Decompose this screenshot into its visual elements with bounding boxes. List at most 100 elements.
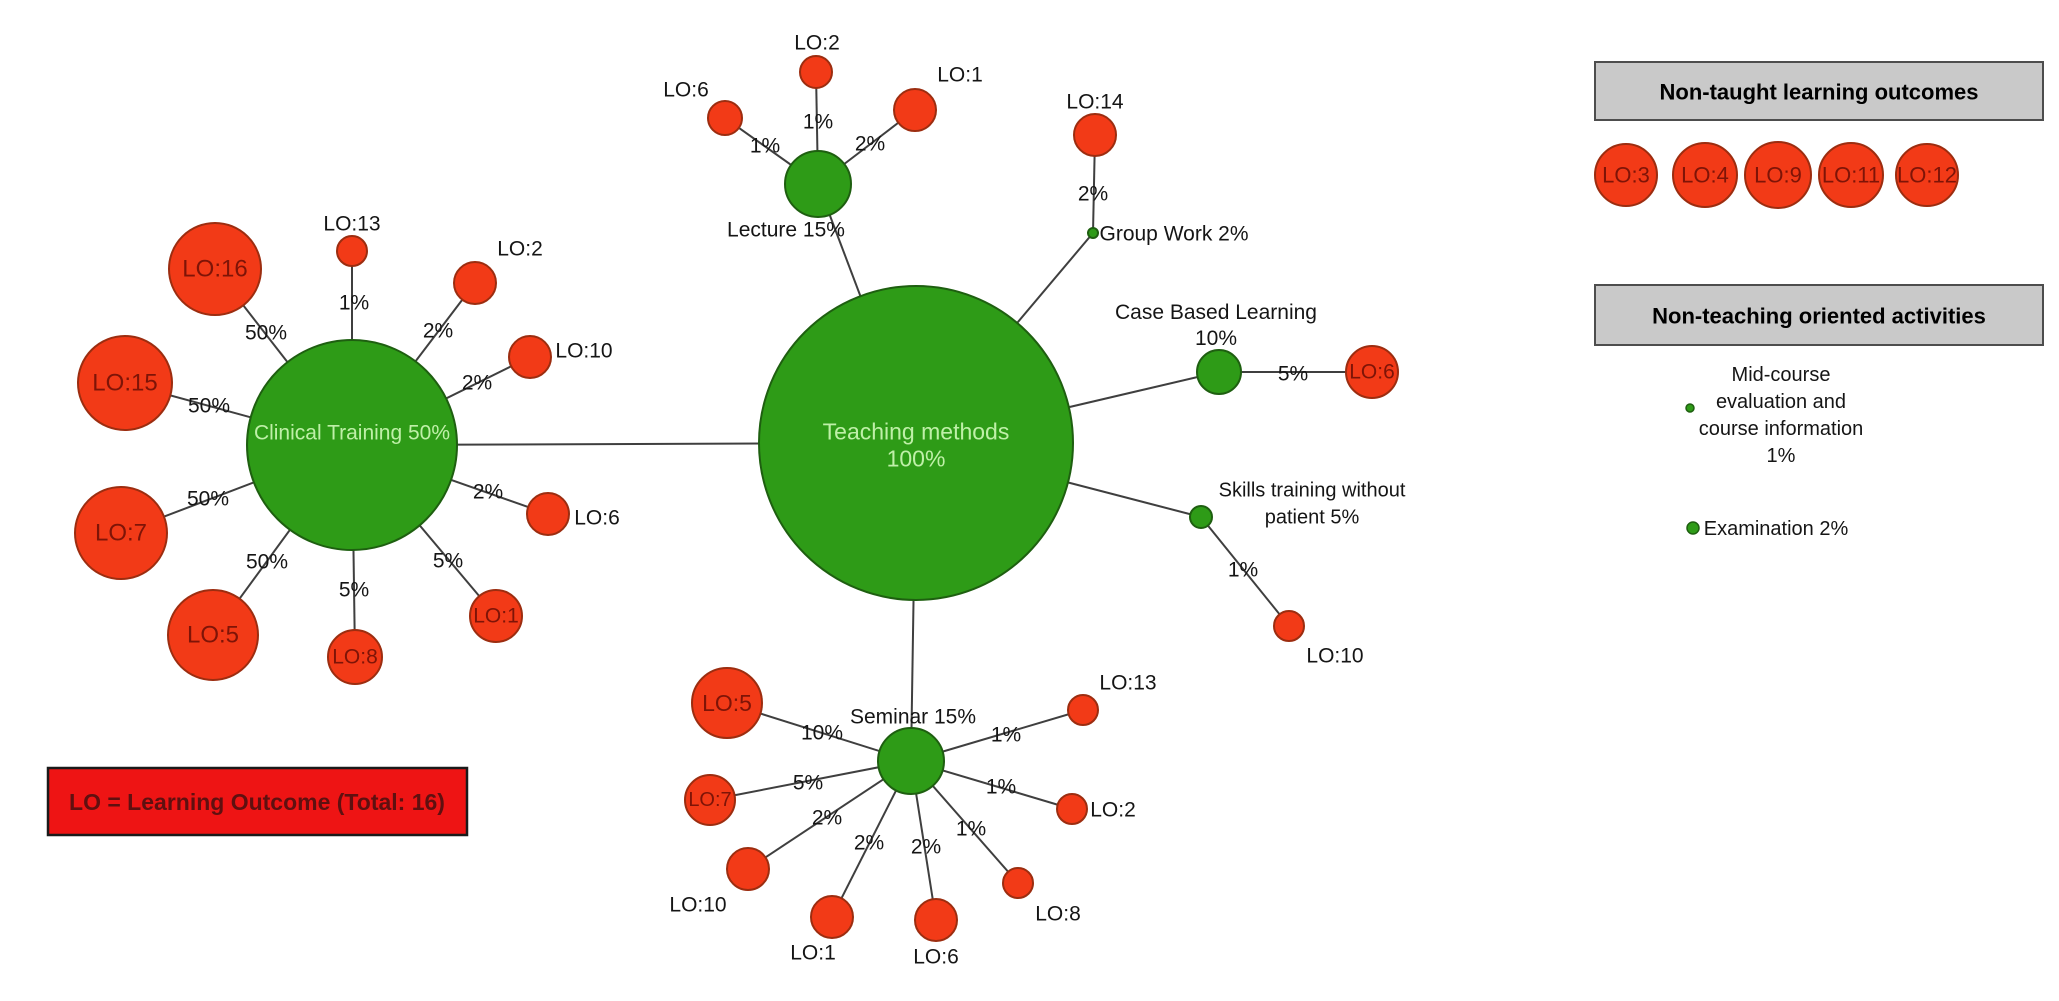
node-s10 (1273, 610, 1305, 642)
edge-label-seminar-m8: 1% (956, 818, 986, 841)
node-label-cbl: Case Based Learning 10% (1115, 301, 1317, 350)
node-label-line-skills-1: patient 5% (1265, 507, 1360, 529)
activity-text-line-0-1: evaluation and (1716, 391, 1846, 413)
node-label-l1: LO:1 (937, 64, 983, 87)
edge-label-cbl-cb6: 5% (1278, 363, 1308, 386)
node-label-seminar: Seminar 15% (850, 706, 976, 729)
edge-label-seminar-m6: 2% (911, 836, 941, 859)
node-c16 (168, 222, 262, 316)
activity-text-line-0-2: course information (1699, 418, 1864, 440)
node-m8 (1002, 867, 1034, 899)
legend-node-lo11 (1818, 142, 1884, 208)
edge-label-seminar-m7: 5% (793, 772, 823, 795)
legend-node-label-lo9: LO:9 (1754, 163, 1802, 188)
node-m1 (810, 895, 854, 939)
node-m5 (691, 667, 763, 739)
edge-label-lecture-l1: 2% (855, 133, 885, 156)
note-box-label: LO = Learning Outcome (Total: 16) (69, 789, 445, 815)
edge-label-gw-l14: 2% (1078, 183, 1108, 206)
legend-box-non-teaching (1594, 284, 2044, 346)
edge-label-ct-c2: 2% (423, 320, 453, 343)
node-m7 (684, 774, 736, 826)
node-label-c8: LO:8 (332, 646, 378, 669)
activity-dot-1 (1686, 521, 1700, 535)
edge-label-seminar-m1: 2% (854, 832, 884, 855)
node-label-c10: LO:10 (555, 340, 612, 363)
node-label-m6: LO:6 (913, 946, 959, 969)
node-label-cb6: LO:6 (1349, 361, 1395, 384)
node-label-l2: LO:2 (794, 32, 840, 55)
node-label-l6: LO:6 (663, 79, 709, 102)
node-label-l14: LO:14 (1066, 91, 1124, 114)
node-m10 (726, 847, 770, 891)
edge-label-seminar-m5: 10% (801, 722, 843, 745)
activity-text-line-0-3: 1% (1767, 445, 1796, 467)
node-tm (758, 285, 1074, 601)
node-c2 (453, 261, 497, 305)
node-label-lecture: Lecture 15% (727, 219, 845, 242)
node-m2 (1056, 793, 1088, 825)
legend-node-label-lo11: LO:11 (1822, 163, 1880, 188)
node-label-line-cbl-0: Case Based Learning (1115, 301, 1317, 324)
note-box (46, 766, 469, 837)
legend-node-lo9 (1744, 141, 1812, 209)
edge-label-ct-c16: 50% (245, 322, 287, 345)
node-label-gw: Group Work 2% (1100, 223, 1249, 246)
edge-label-ct-c8: 5% (339, 579, 369, 602)
node-gw (1087, 227, 1099, 239)
legend-node-label-lo12: LO:12 (1897, 163, 1957, 188)
node-label-m5: LO:5 (702, 690, 752, 716)
edge-skills-s10 (1200, 516, 1290, 627)
legend-node-lo4 (1672, 142, 1738, 208)
edge-label-ct-c5: 50% (246, 551, 288, 574)
legend-node-lo3 (1594, 143, 1658, 207)
node-label-m1: LO:1 (790, 942, 836, 965)
legend-node-label-lo3: LO:3 (1602, 163, 1650, 188)
node-label-c16: LO:16 (182, 256, 247, 283)
node-label-line-tm-0: Teaching methods (823, 419, 1010, 445)
legend-node-label-lo4: LO:4 (1681, 163, 1729, 188)
edge-seminar-m7 (709, 760, 912, 801)
legend-title-non-taught: Non-taught learning outcomes (1660, 80, 1979, 105)
edge-label-seminar-m13: 1% (991, 724, 1021, 747)
node-label-s10: LO:10 (1306, 645, 1363, 668)
node-l2 (799, 55, 833, 89)
node-label-c7: LO:7 (95, 520, 147, 547)
edge-label-ct-c1: 5% (433, 550, 463, 573)
activity-text-1: Examination 2% (1704, 518, 1849, 540)
node-c13 (336, 235, 368, 267)
node-label-c13: LO:13 (323, 213, 380, 236)
node-label-c15: LO:15 (92, 370, 157, 397)
node-c7 (74, 486, 168, 580)
activity-dot-0 (1685, 403, 1695, 413)
node-seminar (877, 727, 945, 795)
node-label-m8: LO:8 (1035, 903, 1081, 926)
node-label-tm: Teaching methods 100% (823, 419, 1010, 472)
node-label-skills: Skills training without patient 5% (1219, 480, 1406, 529)
node-c5 (167, 589, 259, 681)
node-label-line-cbl-1: 10% (1195, 327, 1237, 350)
node-c1 (469, 589, 523, 643)
node-c6 (526, 492, 570, 536)
node-c8 (327, 629, 383, 685)
legend-title-non-teaching: Non-teaching oriented activities (1652, 304, 1986, 329)
node-label-m2: LO:2 (1090, 799, 1136, 822)
edge-label-seminar-m10: 2% (812, 807, 842, 830)
edge-label-ct-c7: 50% (187, 488, 229, 511)
edge-label-ct-c15: 50% (188, 395, 230, 418)
node-label-c2: LO:2 (497, 238, 543, 261)
node-label-m10: LO:10 (669, 894, 726, 917)
edge-label-lecture-l2: 1% (803, 111, 833, 134)
edge-label-ct-c10: 2% (462, 372, 492, 395)
node-ct (246, 339, 458, 551)
node-label-line-tm-1: 100% (887, 446, 946, 472)
legend-node-lo12 (1895, 143, 1959, 207)
activity-text-0: Mid-course evaluation and course informati… (1699, 364, 1864, 467)
node-label-line-skills-0: Skills training without (1219, 480, 1406, 502)
edge-label-skills-s10: 1% (1228, 559, 1258, 582)
node-label-m7: LO:7 (688, 789, 731, 811)
activity-text-line-0-0: Mid-course (1732, 364, 1831, 386)
node-label-c5: LO:5 (187, 622, 239, 649)
node-label-c1: LO:1 (473, 605, 519, 628)
